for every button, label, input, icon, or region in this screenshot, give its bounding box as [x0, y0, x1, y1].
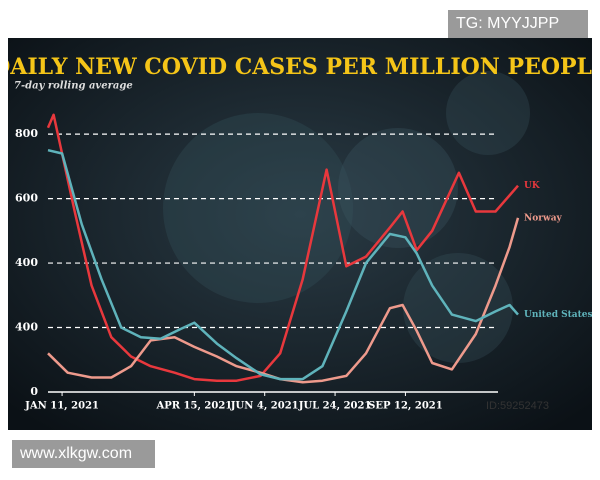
virus-decoration [403, 253, 513, 363]
chart: DAILY NEW COVID CASES PER MILLION PEOPLE… [8, 38, 592, 430]
x-tick-label: JUL 24, 2021 [298, 401, 372, 412]
virus-decoration [163, 113, 353, 303]
series-line [46, 113, 519, 382]
watermark-top: TG: MYYJJPP [448, 10, 588, 38]
x-tick-label: APR 15, 2021 [155, 401, 232, 412]
series-line [47, 217, 520, 384]
y-tick-label: 400 [15, 321, 38, 334]
chart-background [8, 38, 592, 430]
virus-decoration [446, 71, 530, 155]
series-label: Norway [524, 213, 563, 223]
chart-title: DAILY NEW COVID CASES PER MILLION PEOPLE [8, 54, 592, 80]
series-line [47, 148, 519, 381]
watermark-id: ID:59252473 [486, 400, 549, 412]
y-tick-label: 0 [30, 385, 38, 398]
watermark-bottom: www.xlkgw.com [12, 440, 155, 468]
y-tick-label: 400 [15, 256, 38, 269]
chart-subtitle: 7-day rolling average [14, 81, 133, 92]
series-label: UK [524, 181, 541, 191]
y-tick-label: 800 [15, 127, 38, 140]
x-tick-label: SEP 12, 2021 [368, 401, 443, 412]
series-label: United States [524, 310, 592, 320]
x-tick-label: JAN 11, 2021 [24, 401, 99, 412]
virus-decoration [338, 128, 458, 248]
x-tick-label: JUN 4, 2021 [230, 401, 299, 412]
y-tick-label: 600 [15, 192, 38, 205]
